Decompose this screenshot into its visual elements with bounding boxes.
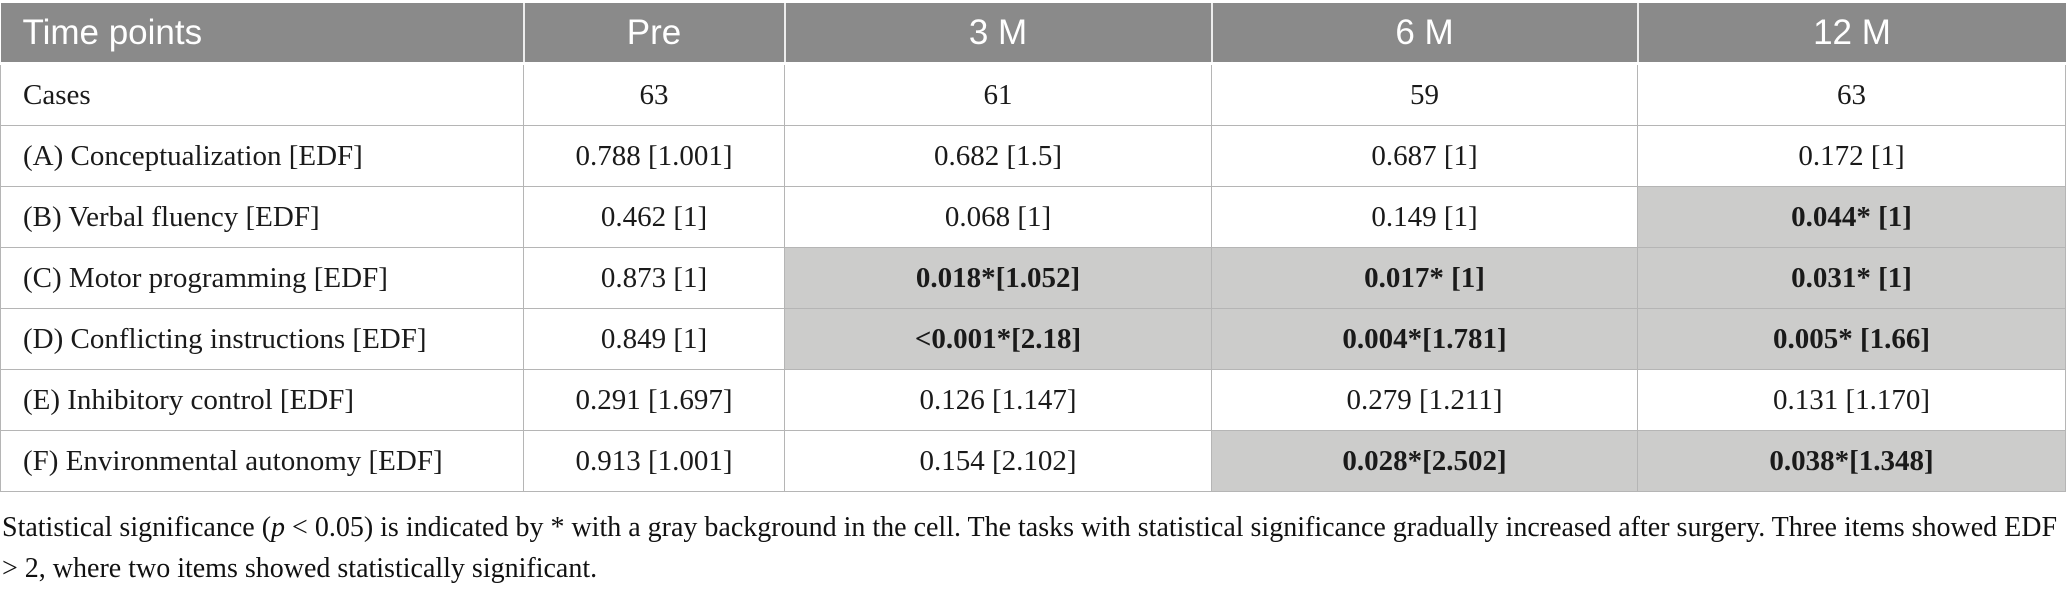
table-body: Cases 63 61 59 63 (A) Conceptualization … — [0, 63, 2066, 492]
footnote-text-prefix: Statistical significance ( — [2, 512, 272, 543]
value-cell-6m: 0.017* [1] — [1211, 247, 1638, 309]
table-row-conflicting-instructions: (D) Conflicting instructions [EDF] 0.849… — [0, 308, 2066, 370]
table-row-inhibitory-control: (E) Inhibitory control [EDF] 0.291 [1.69… — [0, 369, 2066, 431]
header-cell-12m: 12 M — [1636, 3, 2066, 65]
footnote-p-symbol: p — [271, 512, 286, 543]
footnote-text-suffix: < 0.05) is indicated by * with a gray ba… — [2, 512, 2058, 584]
value-cell-pre: 0.913 [1.001] — [523, 430, 785, 492]
value-cell-6m: 0.028*[2.502] — [1211, 430, 1638, 492]
value-cell-pre: 0.291 [1.697] — [523, 369, 785, 431]
table-header: Time points Pre 3 M 6 M 12 M — [0, 3, 2066, 65]
value-cell-6m: 0.687 [1] — [1211, 125, 1638, 187]
header-cell-time-points: Time points — [0, 3, 524, 65]
value-cell-12m: 0.031* [1] — [1637, 247, 2066, 309]
value-cell-3m: <0.001*[2.18] — [784, 308, 1212, 370]
row-label: (C) Motor programming [EDF] — [0, 247, 524, 309]
header-cell-3m: 3 M — [783, 3, 1212, 65]
table-row-environmental-autonomy: (F) Environmental autonomy [EDF] 0.913 [… — [0, 430, 2066, 492]
row-label: (D) Conflicting instructions [EDF] — [0, 308, 524, 370]
value-cell-3m: 0.154 [2.102] — [784, 430, 1212, 492]
row-label: Cases — [0, 63, 524, 126]
value-cell-12m: 0.005* [1.66] — [1637, 308, 2066, 370]
table-row-cases: Cases 63 61 59 63 — [0, 63, 2066, 126]
header-cell-6m: 6 M — [1210, 3, 1638, 65]
row-label: (E) Inhibitory control [EDF] — [0, 369, 524, 431]
value-cell-12m: 0.044* [1] — [1637, 186, 2066, 248]
value-cell-3m: 61 — [784, 63, 1212, 126]
value-cell-pre: 0.788 [1.001] — [523, 125, 785, 187]
value-cell-3m: 0.126 [1.147] — [784, 369, 1212, 431]
value-cell-12m: 0.038*[1.348] — [1637, 430, 2066, 492]
value-cell-6m: 0.149 [1] — [1211, 186, 1638, 248]
statistics-table: Time points Pre 3 M 6 M 12 M Cases 63 61… — [0, 3, 2066, 492]
row-label: (B) Verbal fluency [EDF] — [0, 186, 524, 248]
value-cell-6m: 0.004*[1.781] — [1211, 308, 1638, 370]
value-cell-12m: 63 — [1637, 63, 2066, 126]
row-label: (A) Conceptualization [EDF] — [0, 125, 524, 187]
value-cell-pre: 0.873 [1] — [523, 247, 785, 309]
value-cell-pre: 0.849 [1] — [523, 308, 785, 370]
value-cell-pre: 63 — [523, 63, 785, 126]
table-row-conceptualization: (A) Conceptualization [EDF] 0.788 [1.001… — [0, 125, 2066, 187]
table-footnote: Statistical significance (p < 0.05) is i… — [2, 508, 2063, 589]
value-cell-6m: 0.279 [1.211] — [1211, 369, 1638, 431]
value-cell-3m: 0.068 [1] — [784, 186, 1212, 248]
value-cell-6m: 59 — [1211, 63, 1638, 126]
row-label: (F) Environmental autonomy [EDF] — [0, 430, 524, 492]
table-row-motor-programming: (C) Motor programming [EDF] 0.873 [1] 0.… — [0, 247, 2066, 309]
value-cell-3m: 0.682 [1.5] — [784, 125, 1212, 187]
value-cell-12m: 0.172 [1] — [1637, 125, 2066, 187]
table-row-verbal-fluency: (B) Verbal fluency [EDF] 0.462 [1] 0.068… — [0, 186, 2066, 248]
value-cell-pre: 0.462 [1] — [523, 186, 785, 248]
header-row: Time points Pre 3 M 6 M 12 M — [0, 3, 2066, 65]
header-cell-pre: Pre — [522, 3, 785, 65]
value-cell-12m: 0.131 [1.170] — [1637, 369, 2066, 431]
value-cell-3m: 0.018*[1.052] — [784, 247, 1212, 309]
